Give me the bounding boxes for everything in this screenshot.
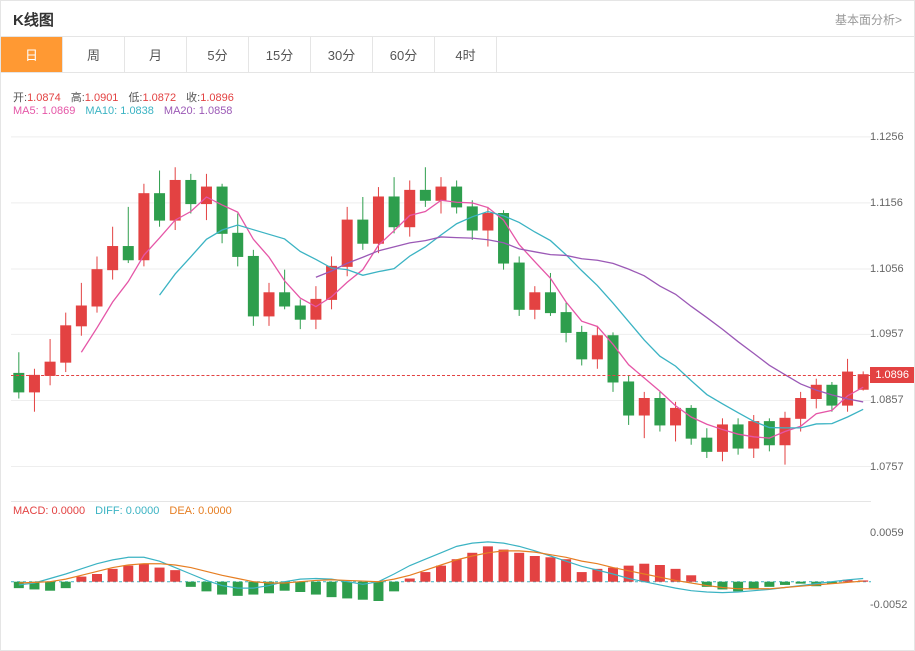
- macd-readout: MACD: 0.0000 DIFF: 0.0000 DEA: 0.0000: [13, 505, 232, 517]
- timeframe-tabs: 日周月5分15分30分60分4时: [1, 37, 914, 73]
- price-yaxis: 1.12561.11561.10561.09571.08571.0757: [870, 86, 910, 496]
- tab-15分[interactable]: 15分: [249, 37, 311, 72]
- ohlc-readout: 开:1.0874 高:1.0901 低:1.0872 收:1.0896: [13, 89, 234, 105]
- current-price-line: [11, 375, 871, 376]
- tab-周[interactable]: 周: [63, 37, 125, 72]
- candlestick-chart[interactable]: [11, 86, 871, 496]
- fundamental-analysis-link[interactable]: 基本面分析>: [835, 11, 902, 28]
- tab-月[interactable]: 月: [125, 37, 187, 72]
- chart-title: K线图: [13, 9, 54, 30]
- tab-5分[interactable]: 5分: [187, 37, 249, 72]
- tab-30分[interactable]: 30分: [311, 37, 373, 72]
- current-price-tag: 1.0896: [870, 367, 914, 383]
- macd-chart[interactable]: [11, 501, 871, 641]
- ma-readout: MA5: 1.0869 MA10: 1.0838 MA20: 1.0858: [13, 105, 232, 117]
- tab-4时[interactable]: 4时: [435, 37, 497, 72]
- tab-日[interactable]: 日: [1, 37, 63, 72]
- macd-yaxis: 0.0059-0.0052: [870, 501, 910, 641]
- tab-60分[interactable]: 60分: [373, 37, 435, 72]
